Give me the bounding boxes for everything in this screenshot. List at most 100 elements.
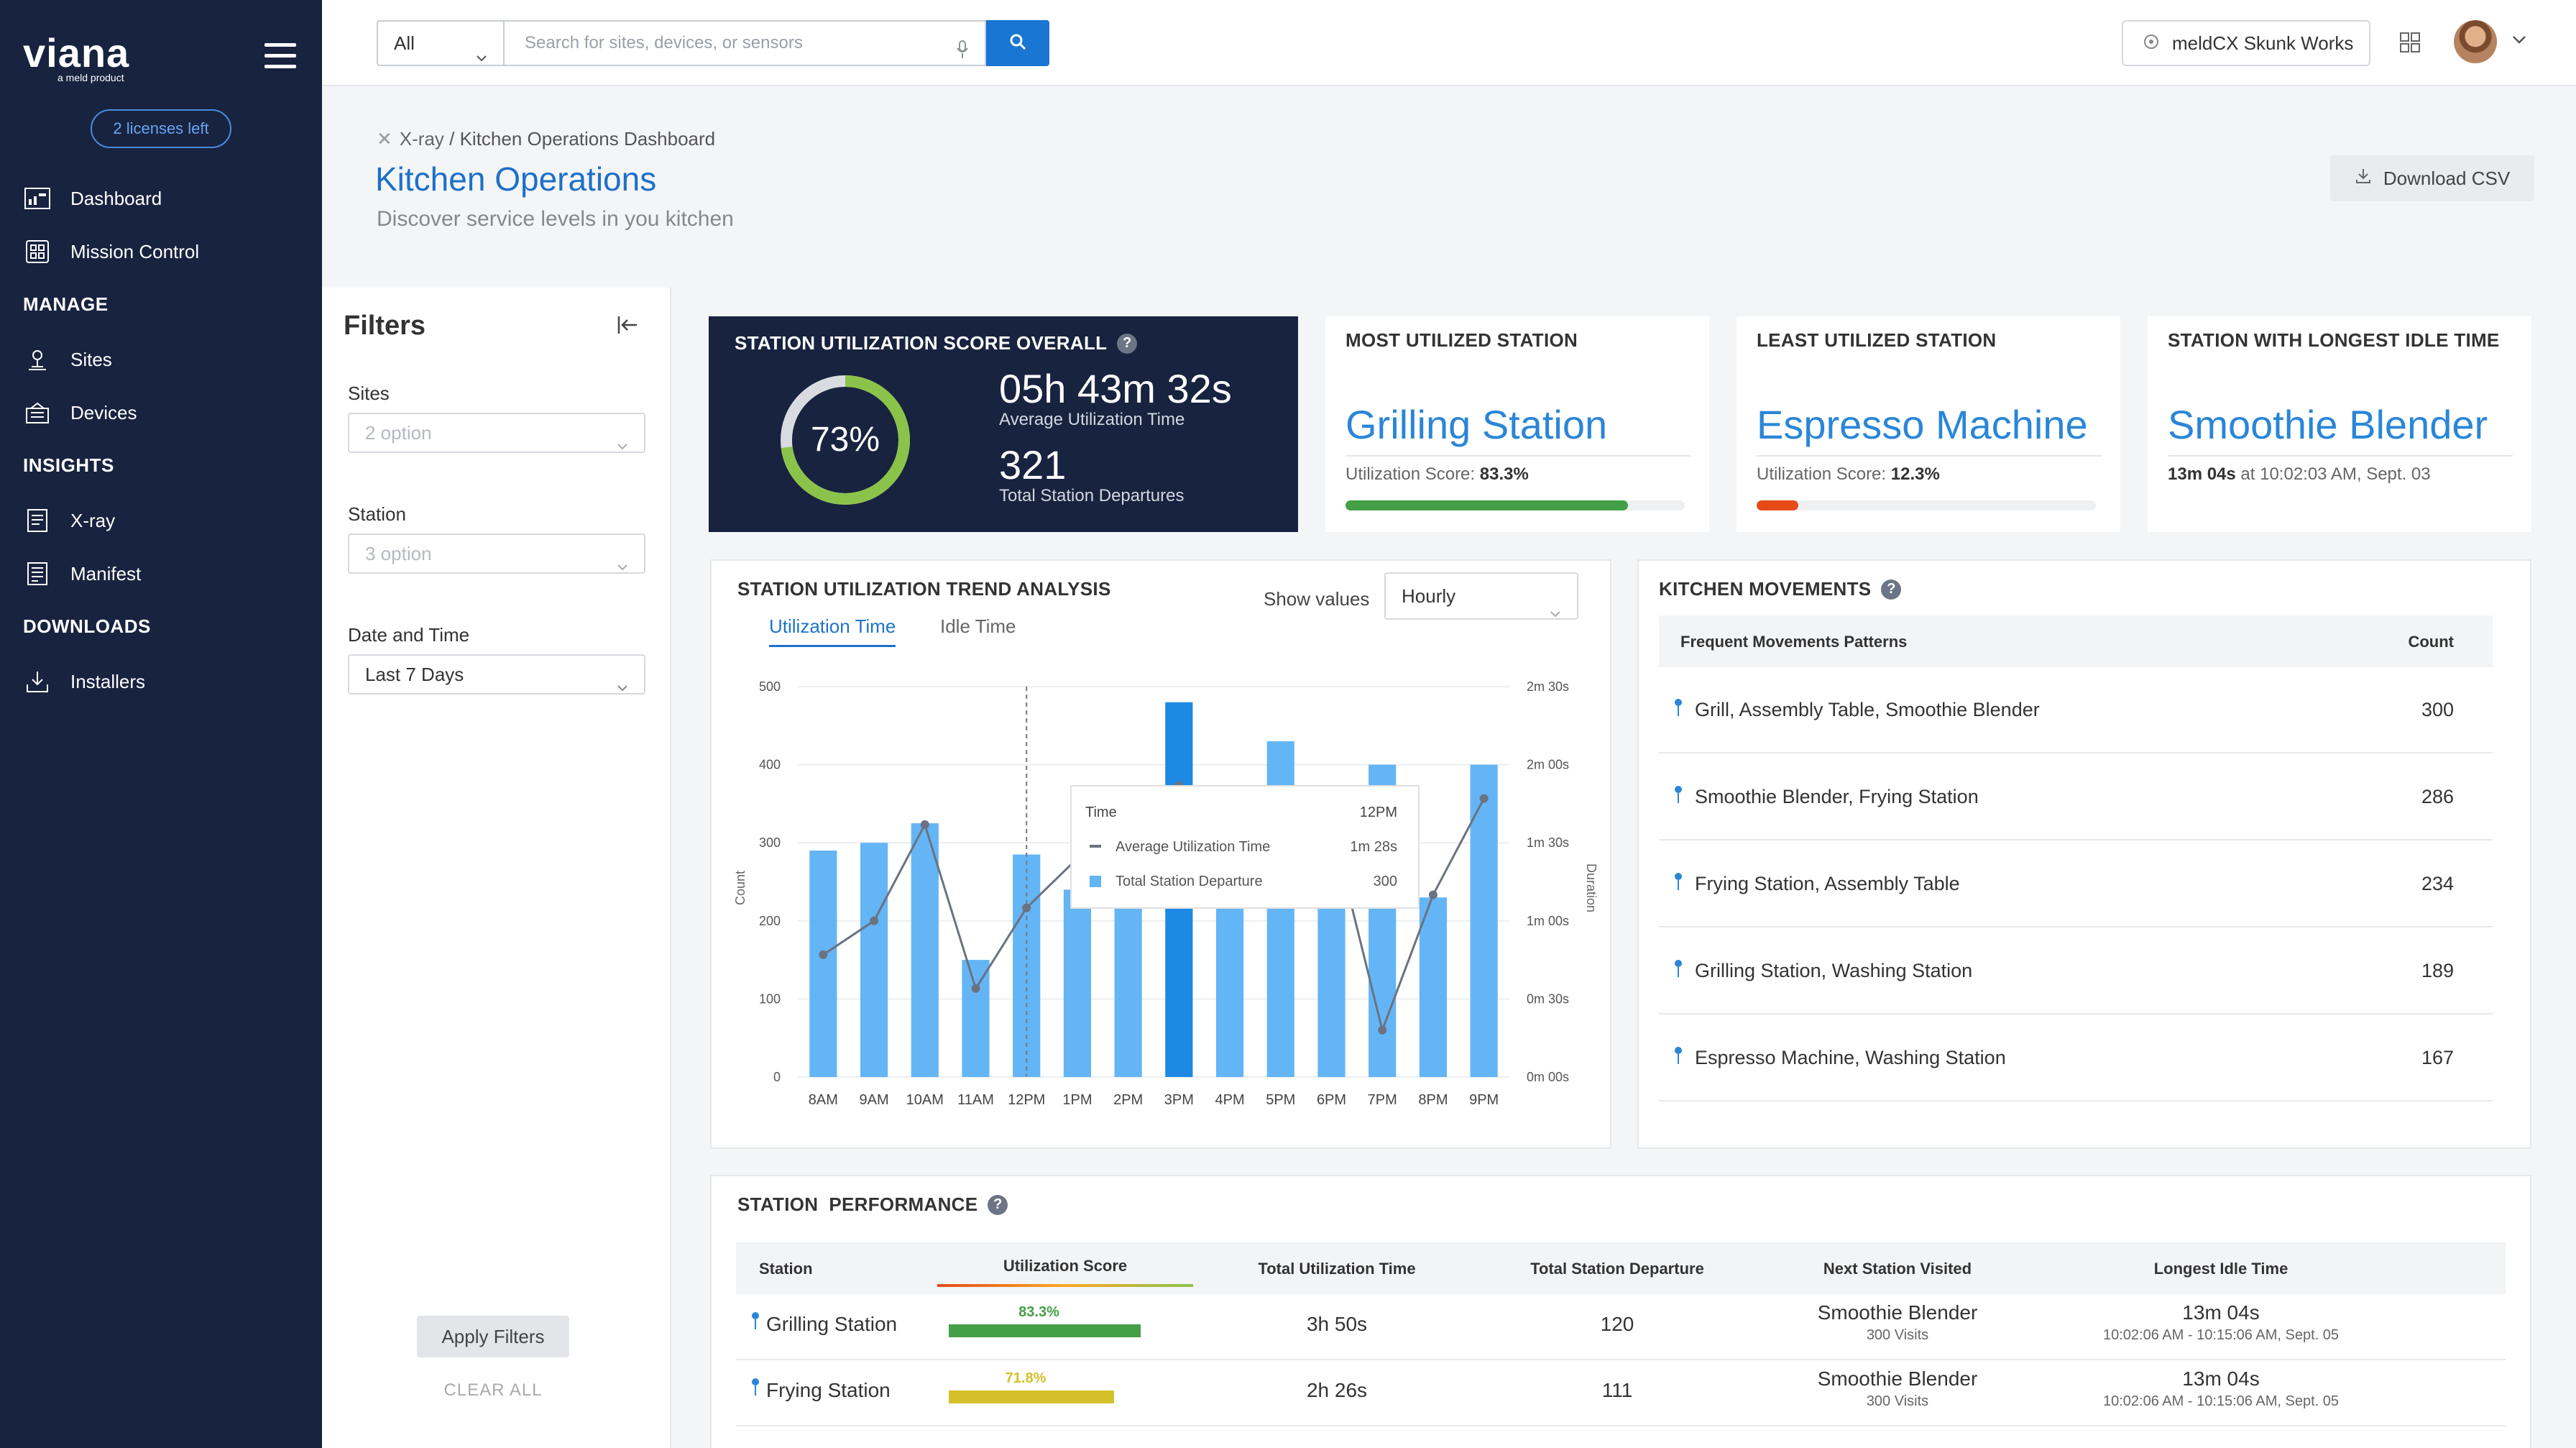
utilization-score-bar — [949, 1324, 1141, 1337]
date-filter-select[interactable]: Last 7 Days — [348, 654, 645, 695]
granularity-select[interactable]: Hourly — [1384, 572, 1578, 620]
sidebar-item-installers[interactable]: Installers — [23, 660, 145, 703]
line-point-7pm[interactable] — [1378, 1025, 1387, 1035]
breadcrumb-root-link[interactable]: X-ray — [399, 128, 444, 150]
tooltip-dep-label: Total Station Departure — [1116, 874, 1263, 889]
bar-9am[interactable] — [860, 843, 888, 1077]
movement-row[interactable]: Grill, Assembly Table, Smoothie Blender 3… — [1659, 667, 2493, 753]
x-tick-label: 12PM — [1008, 1092, 1045, 1108]
sidebar-item-label: X-ray — [70, 509, 116, 531]
station-filter-select[interactable]: 3 option — [348, 533, 645, 574]
sidebar-item-devices[interactable]: Devices — [23, 391, 137, 434]
bar-1pm[interactable] — [1063, 889, 1092, 1077]
y2-tick-label: 2m 00s — [1527, 758, 1569, 772]
download-csv-button[interactable]: Download CSV — [2330, 155, 2534, 201]
date-filter-label: Date and Time — [348, 624, 470, 646]
bar-9pm[interactable] — [1470, 764, 1498, 1077]
utilization-donut — [781, 375, 910, 505]
licenses-badge[interactable]: 2 licenses left — [91, 109, 231, 148]
table-row[interactable]: Grilling Station 83.3% 3h 50s 120 Smoothie B… — [736, 1294, 2506, 1360]
station-filter-label: Station — [348, 503, 406, 525]
least-utilized-score: Utilization Score: 12.3% — [1757, 464, 1940, 485]
search-placeholder: Search for sites, devices, or sensors — [525, 33, 803, 52]
search-input[interactable]: Search for sites, devices, or sensors — [503, 20, 986, 66]
tooltip-time-label: Time — [1085, 805, 1117, 820]
movement-row[interactable]: Frying Station, Assembly Table 234 — [1659, 841, 2493, 927]
tooltip-dep-value: 300 — [1374, 874, 1397, 889]
line-point-9am[interactable] — [870, 916, 879, 925]
line-point-11am[interactable] — [971, 984, 980, 993]
most-utilized-bar — [1346, 500, 1685, 510]
chevron-down-icon[interactable] — [2511, 35, 2527, 48]
viana-logo[interactable]: viana a meld product — [23, 32, 129, 84]
line-point-8pm[interactable] — [1428, 890, 1438, 899]
avatar[interactable] — [2454, 20, 2497, 63]
line-point-8am[interactable] — [819, 950, 828, 959]
y-tick-label: 100 — [759, 991, 781, 1006]
chart-tooltip: Time 12PM Average Utilization Time 1m 28… — [1070, 785, 1420, 909]
col-total-time[interactable]: Total Utilization Time — [1258, 1260, 1416, 1278]
clear-all-button[interactable]: CLEAR ALL — [443, 1380, 543, 1400]
dashboard-icon — [23, 184, 52, 213]
xray-icon: ✕ — [377, 128, 392, 150]
sidebar-item-manifest[interactable]: Manifest — [23, 552, 141, 595]
bar-8pm[interactable] — [1419, 897, 1448, 1077]
total-utilization-time: 3h 50s — [1306, 1313, 1368, 1335]
line-point-9pm[interactable] — [1479, 794, 1489, 803]
col-longest-idle[interactable]: Longest Idle Time — [2153, 1260, 2288, 1278]
help-icon[interactable]: ? — [1117, 333, 1138, 354]
col-score[interactable]: Utilization Score — [937, 1257, 1193, 1287]
search-button[interactable] — [986, 20, 1049, 66]
tab-idle-time[interactable]: Idle Time — [940, 615, 1016, 637]
longest-idle-detail: 13m 04s at 10:02:03 AM, Sept. 03 — [2168, 464, 2431, 485]
movement-row[interactable]: Smoothie Blender, Frying Station 286 — [1659, 754, 2493, 840]
col-departure[interactable]: Total Station Departure — [1530, 1260, 1704, 1278]
longest-idle-card: STATION WITH LONGEST IDLE TIME Smoothie … — [2148, 316, 2531, 532]
movement-count: 234 — [2421, 872, 2454, 894]
station-filter-value: 3 option — [365, 543, 432, 564]
sidebar: viana a meld product 2 licenses left Das… — [0, 0, 322, 1448]
download-icon — [2355, 168, 2372, 190]
installers-icon — [23, 667, 52, 696]
help-icon[interactable]: ? — [988, 1194, 1008, 1215]
location-pin-icon — [1673, 959, 1685, 983]
search-bar: All Search for sites, devices, or sensor… — [377, 20, 1049, 66]
utilization-donut-arc — [781, 375, 910, 505]
line-point-10am[interactable] — [920, 820, 929, 829]
sidebar-item-dashboard[interactable]: Dashboard — [23, 177, 162, 220]
help-icon[interactable]: ? — [1881, 579, 1902, 600]
movement-row[interactable]: Grilling Station, Washing Station 189 — [1659, 928, 2493, 1014]
collapse-panel-icon[interactable] — [617, 315, 640, 339]
bar-11am[interactable] — [962, 960, 990, 1077]
col-next-station[interactable]: Next Station Visited — [1823, 1260, 1972, 1278]
bar-2pm[interactable] — [1114, 889, 1142, 1077]
location-pin-icon — [1673, 698, 1685, 722]
sidebar-item-mission-control[interactable]: Mission Control — [23, 230, 199, 273]
apply-filters-button[interactable]: Apply Filters — [417, 1316, 569, 1357]
overall-utilization-title: STATION UTILIZATION SCORE OVERALL ? — [735, 332, 1138, 354]
sites-filter-select[interactable]: 2 option — [348, 413, 645, 453]
tab-utilization-time[interactable]: Utilization Time — [769, 615, 896, 647]
x-tick-label: 2PM — [1113, 1092, 1143, 1108]
filters-title: Filters — [344, 311, 426, 341]
sidebar-item-sites[interactable]: Sites — [23, 338, 112, 381]
menu-icon[interactable] — [264, 43, 296, 70]
movement-count: 167 — [2421, 1046, 2454, 1068]
download-csv-label: Download CSV — [2383, 167, 2511, 189]
microphone-icon[interactable] — [956, 33, 969, 76]
apps-grid-icon[interactable] — [2399, 32, 2421, 57]
location-pin-icon — [1673, 785, 1685, 809]
location-pin-icon — [1673, 1046, 1685, 1070]
bar-8am[interactable] — [809, 851, 837, 1077]
movement-row[interactable]: Espresso Machine, Washing Station 167 — [1659, 1015, 2493, 1101]
line-point-12pm[interactable] — [1022, 903, 1031, 912]
x-tick-label: 7PM — [1368, 1092, 1397, 1108]
next-station-visits: 300 Visits — [1866, 1327, 1929, 1343]
bar-10am[interactable] — [911, 823, 939, 1077]
table-row[interactable]: Frying Station 71.8% 2h 26s 111 Smoothie Ble… — [736, 1360, 2506, 1426]
sidebar-item-xray[interactable]: X-ray — [23, 499, 115, 542]
tooltip-box — [1070, 785, 1420, 909]
org-switcher[interactable]: meldCX Skunk Works — [2122, 20, 2370, 66]
sidebar-item-label: Manifest — [70, 562, 142, 585]
search-scope-select[interactable]: All — [377, 20, 503, 66]
